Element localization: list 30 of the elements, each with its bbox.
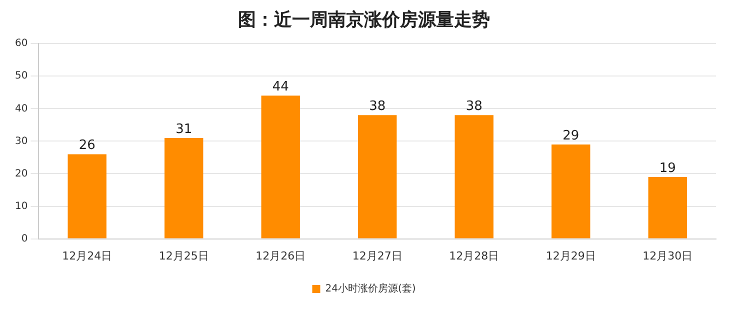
bar [164, 138, 204, 238]
x-tick-label: 12月25日 [158, 249, 209, 262]
data-label: 19 [659, 160, 676, 176]
y-tick-label: 40 [14, 103, 28, 114]
bar [68, 154, 106, 238]
bar [454, 115, 494, 238]
x-tick-label: 12月26日 [256, 249, 306, 262]
bar [648, 176, 687, 238]
y-tick-label: 0 [21, 233, 28, 244]
data-label: 29 [562, 128, 580, 144]
y-tick-label: 50 [14, 70, 28, 82]
x-tick-label: 12月29日 [546, 249, 596, 262]
data-label: 31 [176, 122, 192, 137]
y-tick-label: 30 [14, 136, 28, 147]
y-tick-label: 10 [14, 200, 28, 212]
data-label: 38 [466, 99, 482, 114]
y-tick-label: 20 [14, 168, 28, 180]
bar [358, 115, 397, 238]
chart-title: 图：近一周南京涨价房源量走势 [238, 9, 490, 30]
data-label: 38 [369, 99, 386, 114]
x-tick-label: 12月28日 [449, 249, 500, 262]
y-tick-label: 60 [14, 38, 28, 50]
x-tick-label: 12月27日 [352, 249, 402, 262]
bar [552, 144, 590, 238]
data-label: 26 [78, 138, 96, 154]
legend-label: 24小时涨价房源(套) [325, 282, 416, 295]
bar [261, 96, 300, 238]
data-label: 44 [272, 80, 289, 95]
x-tick-label: 12月24日 [62, 249, 112, 262]
x-tick-label: 12月30日 [642, 249, 693, 262]
